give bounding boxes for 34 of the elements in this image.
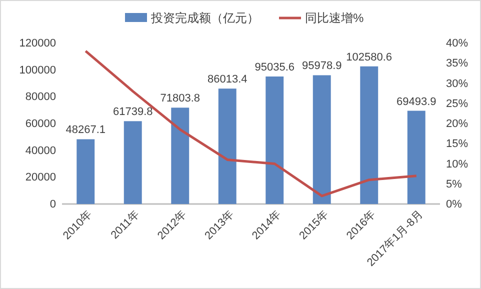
data-label: 48267.1	[66, 124, 106, 136]
y2-tick-label: 0%	[446, 198, 462, 211]
bar	[76, 139, 95, 204]
legend-label: 同比速增%	[305, 11, 364, 25]
data-label: 95035.6	[254, 61, 295, 74]
y2-tick-label: 5%	[446, 178, 462, 190]
y-tick-label: 0	[50, 198, 56, 211]
bar	[218, 88, 236, 204]
bar	[124, 121, 142, 204]
data-label: 95978.9	[302, 60, 342, 72]
data-label: 61739.8	[112, 106, 153, 118]
y2-tick-label: 20%	[446, 118, 468, 130]
data-label: 86013.4	[207, 74, 248, 86]
data-label: 69493.9	[396, 96, 436, 108]
y-tick-label: 40000	[25, 144, 56, 157]
bar	[266, 76, 284, 204]
y-tick-label: 60000	[25, 118, 56, 130]
legend-label: 投资完成额（亿元）	[150, 11, 259, 25]
bar	[171, 108, 190, 204]
y2-tick-label: 35%	[446, 58, 468, 70]
bar	[407, 110, 426, 204]
y2-tick-label: 30%	[446, 78, 468, 90]
data-label: 71803.8	[160, 92, 200, 105]
data-label: 102580.6	[346, 51, 392, 64]
bar	[312, 75, 331, 204]
y2-tick-label: 10%	[446, 158, 468, 170]
y2-tick-label: 25%	[446, 98, 468, 110]
y2-tick-label: 40%	[446, 38, 468, 50]
bar	[360, 66, 378, 204]
y-tick-label: 80000	[25, 91, 56, 104]
y-tick-label: 20000	[25, 172, 56, 184]
y-tick-label: 120000	[19, 38, 56, 50]
y2-tick-label: 15%	[446, 138, 468, 150]
y-tick-label: 100000	[19, 64, 56, 76]
